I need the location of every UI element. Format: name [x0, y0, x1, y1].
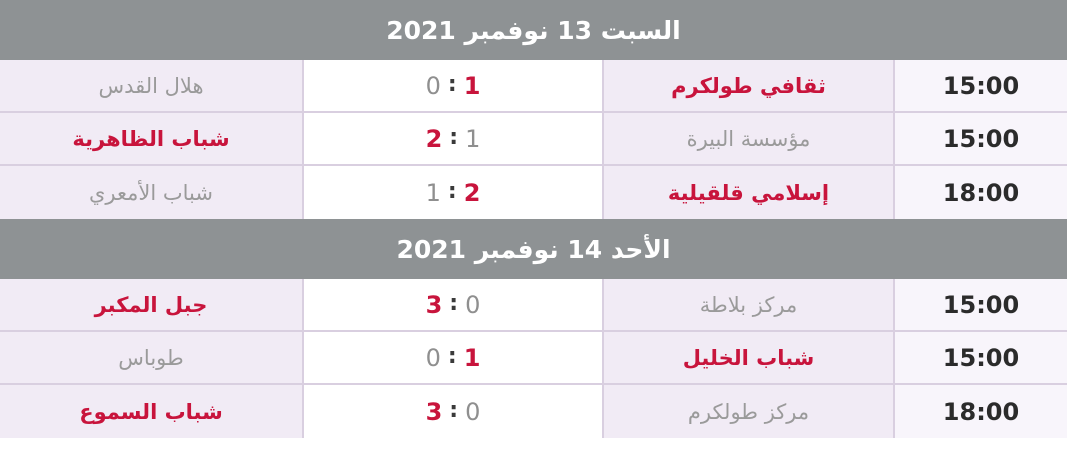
- home-team-name: إسلامي قلقيلية: [667, 180, 830, 205]
- home-team-name: مؤسسة البيرة: [686, 126, 811, 151]
- home-score: 0: [465, 290, 481, 319]
- score-separator: :: [447, 72, 457, 97]
- score-separator: :: [449, 125, 459, 150]
- away-team-name: جبل المكبر: [94, 292, 208, 317]
- match-row[interactable]: 18:00 مركز طولكرم 3 : 0 شباب السموع: [0, 385, 1067, 438]
- match-time: 15:00: [893, 279, 1067, 330]
- away-score: 1: [425, 178, 441, 207]
- match-row[interactable]: 15:00 شباب الخليل 0 : 1 طوباس: [0, 332, 1067, 385]
- match-row[interactable]: 15:00 مركز بلاطة 3 : 0 جبل المكبر: [0, 279, 1067, 332]
- away-team-name: شباب الظاهرية: [72, 126, 230, 151]
- away-team-cell[interactable]: جبل المكبر: [0, 279, 302, 330]
- away-score: 3: [425, 290, 443, 319]
- home-score: 1: [463, 343, 481, 372]
- match-group-day-1: 15:00 ثقافي طولكرم 0 : 1 هلال القدس 15:0…: [0, 60, 1067, 219]
- away-team-cell[interactable]: هلال القدس: [0, 60, 302, 111]
- score-separator: :: [447, 344, 457, 369]
- match-score: 1 : 2: [302, 166, 602, 219]
- home-team-cell[interactable]: إسلامي قلقيلية: [602, 166, 893, 219]
- match-row[interactable]: 15:00 ثقافي طولكرم 0 : 1 هلال القدس: [0, 60, 1067, 113]
- home-score: 1: [465, 124, 481, 153]
- score-line: 1 : 2: [426, 179, 481, 207]
- score-line: 2 : 1: [426, 125, 481, 153]
- away-team-cell[interactable]: شباب الأمعري: [0, 166, 302, 219]
- match-score: 3 : 0: [302, 385, 602, 438]
- away-team-name: شباب الأمعري: [89, 180, 213, 205]
- match-score: 0 : 1: [302, 332, 602, 383]
- match-time: 15:00: [893, 113, 1067, 164]
- score-separator: :: [449, 291, 459, 316]
- home-score: 2: [463, 178, 481, 207]
- score-separator: :: [449, 398, 459, 423]
- score-line: 3 : 0: [426, 291, 481, 319]
- home-team-name: مركز بلاطة: [699, 292, 798, 317]
- away-score: 2: [425, 124, 443, 153]
- away-team-cell[interactable]: شباب السموع: [0, 385, 302, 438]
- home-team-name: مركز طولكرم: [687, 399, 810, 424]
- score-separator: :: [447, 179, 457, 204]
- away-team-name: شباب السموع: [79, 399, 223, 424]
- match-row[interactable]: 18:00 إسلامي قلقيلية 1 : 2 شباب الأمعري: [0, 166, 1067, 219]
- match-score: 0 : 1: [302, 60, 602, 111]
- home-team-cell[interactable]: مركز بلاطة: [602, 279, 893, 330]
- score-line: 0 : 1: [426, 344, 481, 372]
- match-time: 18:00: [893, 385, 1067, 438]
- score-line: 0 : 1: [426, 72, 481, 100]
- home-team-cell[interactable]: مؤسسة البيرة: [602, 113, 893, 164]
- away-score: 0: [425, 343, 441, 372]
- date-header-day-2: الأحد 14 نوفمبر 2021: [0, 219, 1067, 279]
- match-time: 18:00: [893, 166, 1067, 219]
- home-score: 1: [463, 71, 481, 100]
- away-team-cell[interactable]: شباب الظاهرية: [0, 113, 302, 164]
- home-score: 0: [465, 397, 481, 426]
- match-score: 3 : 0: [302, 279, 602, 330]
- date-header-label: الأحد 14 نوفمبر 2021: [396, 234, 671, 264]
- match-group-day-2: 15:00 مركز بلاطة 3 : 0 جبل المكبر 15:00 …: [0, 279, 1067, 438]
- away-team-name: هلال القدس: [98, 73, 204, 98]
- match-time: 15:00: [893, 60, 1067, 111]
- home-team-cell[interactable]: مركز طولكرم: [602, 385, 893, 438]
- home-team-cell[interactable]: شباب الخليل: [602, 332, 893, 383]
- away-score: 3: [425, 397, 443, 426]
- away-score: 0: [425, 71, 441, 100]
- home-team-name: ثقافي طولكرم: [671, 73, 826, 98]
- score-line: 3 : 0: [426, 398, 481, 426]
- match-time: 15:00: [893, 332, 1067, 383]
- away-team-cell[interactable]: طوباس: [0, 332, 302, 383]
- home-team-name: شباب الخليل: [682, 345, 815, 370]
- date-header-label: السبت 13 نوفمبر 2021: [386, 15, 681, 45]
- match-row[interactable]: 15:00 مؤسسة البيرة 2 : 1 شباب الظاهرية: [0, 113, 1067, 166]
- away-team-name: طوباس: [118, 345, 184, 370]
- home-team-cell[interactable]: ثقافي طولكرم: [602, 60, 893, 111]
- date-header-day-1: السبت 13 نوفمبر 2021: [0, 0, 1067, 60]
- match-score: 2 : 1: [302, 113, 602, 164]
